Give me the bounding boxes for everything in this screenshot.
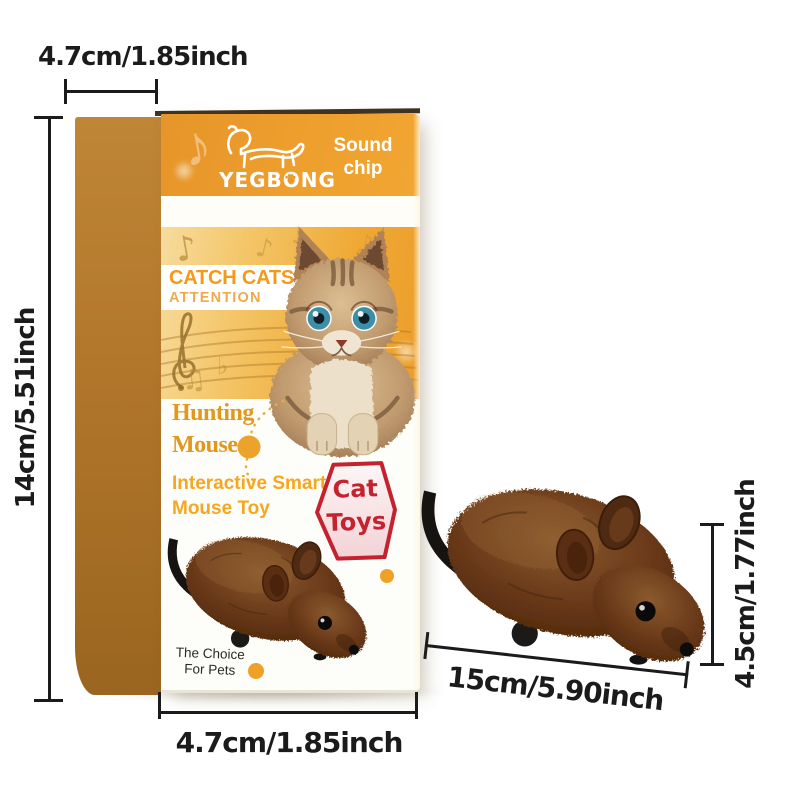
box-side-panel xyxy=(75,117,161,695)
product-box: ♪ YEGBONG xyxy=(75,108,421,695)
interactive-line1: Interactive Smart xyxy=(172,473,327,494)
hunting-line2: Mouse xyxy=(172,432,238,458)
box-front-panel: ♪ YEGBONG xyxy=(161,114,420,693)
dimension-line-mouse-height xyxy=(711,524,714,666)
hunting-mouse-label: Hunting Mouse xyxy=(172,397,254,461)
dimension-label-bottom-width: 4.7cm/1.85inch xyxy=(175,726,404,759)
dimension-tick xyxy=(415,692,418,719)
catch-cats-headline: CATCH CATS xyxy=(169,267,295,289)
dimension-line-bottom xyxy=(159,711,418,714)
leader-line xyxy=(237,399,285,483)
kitten-photo xyxy=(269,227,416,457)
box-edge-highlight xyxy=(413,114,420,693)
choice-for-pets-label: The Choice For Pets xyxy=(170,645,249,680)
box-header-band: ♪ YEGBONG xyxy=(161,114,420,196)
dimension-tick xyxy=(700,523,724,526)
dimension-tick xyxy=(158,692,161,719)
box-bottom-edge xyxy=(161,690,420,693)
sound-chip-line2: chip xyxy=(343,158,383,179)
paw-print-icon xyxy=(285,174,296,183)
dimension-tick xyxy=(700,663,724,666)
cat-toys-badge: Cat Toys xyxy=(312,460,399,563)
divider-band xyxy=(161,196,420,227)
dimension-line-height xyxy=(48,117,51,702)
attention-subheadline: ATTENTION xyxy=(169,290,262,306)
dimension-tick xyxy=(34,116,63,119)
dimension-label-mouse-height: 4.5cm/1.77inch xyxy=(731,479,761,689)
leader-dot xyxy=(237,435,261,459)
accent-dot xyxy=(248,663,264,679)
hunting-line1: Hunting xyxy=(172,400,254,426)
dimension-line-top xyxy=(65,90,158,93)
dog-logo-icon xyxy=(227,125,305,169)
sound-chip-label: Sound chip xyxy=(329,134,397,180)
brand-wordmark: YEGBONG xyxy=(219,168,336,192)
treble-clef-icon xyxy=(172,312,196,390)
plush-mouse-photo xyxy=(412,462,714,674)
interactive-smart-label: Interactive Smart Mouse Toy xyxy=(172,471,326,521)
dimension-tick xyxy=(155,79,158,104)
tagline-line2: For Pets xyxy=(183,661,236,678)
music-note-icon: ♫ xyxy=(179,361,208,398)
dimension-label-box-height: 14cm/5.51inch xyxy=(11,307,41,509)
dimension-tick xyxy=(64,79,67,104)
kitten-eyes xyxy=(305,301,378,332)
badge-line1: Cat xyxy=(332,474,379,504)
hexagon-badge-shape xyxy=(315,461,397,561)
dimension-tick xyxy=(34,699,63,702)
interactive-line2: Mouse Toy xyxy=(172,498,270,519)
sound-chip-line1: Sound xyxy=(333,135,393,156)
dimension-label-top-width: 4.7cm/1.85inch xyxy=(38,42,249,72)
tagline-line1: The Choice xyxy=(175,644,246,663)
music-note-icon: ♭ xyxy=(217,352,229,380)
glow-spot xyxy=(173,160,195,182)
accent-dot xyxy=(380,569,394,583)
